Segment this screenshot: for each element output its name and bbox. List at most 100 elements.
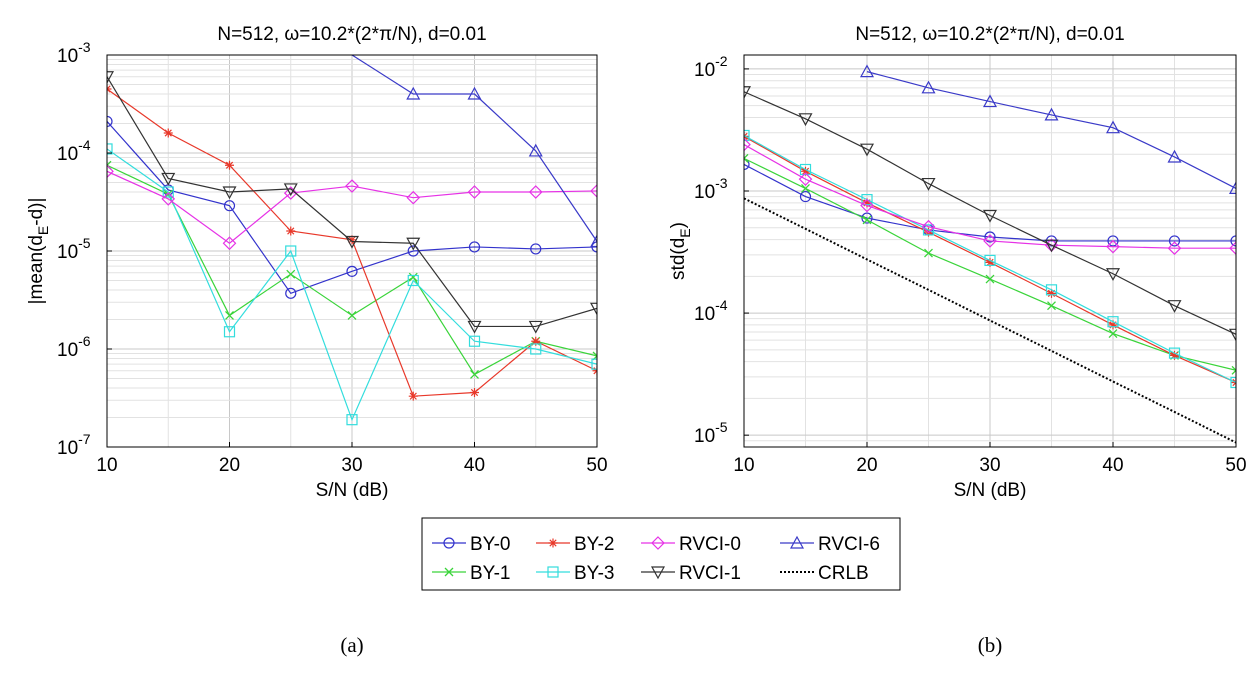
data-point-by-0 bbox=[530, 243, 542, 255]
data-point-by-2 bbox=[163, 128, 173, 138]
series-line-rvci-1 bbox=[744, 91, 1236, 335]
data-point-by-1 bbox=[924, 248, 933, 258]
legend-label: RVCI-6 bbox=[818, 534, 880, 555]
data-point-rvci-1 bbox=[744, 86, 752, 100]
data-point-by-0 bbox=[984, 231, 996, 243]
caption-a: (a) bbox=[340, 633, 363, 657]
legend-swatch-marker bbox=[547, 566, 559, 578]
panel-b-x-ticks: 10 20 30 40 50 bbox=[733, 442, 1247, 476]
legend-item-rvci-1: RVCI-1 bbox=[641, 563, 741, 584]
series-line-rvci-6 bbox=[349, 55, 597, 242]
data-point-by-2 bbox=[1170, 350, 1179, 360]
data-point-by-0 bbox=[1107, 235, 1119, 247]
legend-label: BY-2 bbox=[574, 534, 615, 555]
data-point-by-3 bbox=[1045, 284, 1058, 296]
data-point-by-3 bbox=[468, 335, 481, 347]
data-point-by-3 bbox=[1230, 376, 1236, 389]
data-point-by-2 bbox=[286, 226, 296, 236]
legend-swatch-marker bbox=[444, 567, 454, 577]
data-point-rvci-0 bbox=[161, 192, 176, 206]
data-point-by-1 bbox=[286, 269, 296, 279]
series-line-rvci-6 bbox=[866, 71, 1236, 189]
data-point-rvci-0 bbox=[590, 184, 597, 198]
data-point-by-0 bbox=[861, 212, 873, 224]
panel-b: N=512, ω=10.2*(2*π/N), d=0.01 10 20 30 40 50… bbox=[668, 24, 1247, 501]
series-group bbox=[744, 64, 1236, 444]
legend-label: BY-1 bbox=[470, 563, 511, 584]
data-point-by-3 bbox=[107, 143, 113, 155]
data-point-rvci-1 bbox=[982, 209, 998, 223]
data-point-rvci-0 bbox=[345, 179, 359, 193]
data-point-by-3 bbox=[861, 194, 873, 206]
data-point-rvci-0 bbox=[283, 186, 298, 200]
legend-swatch-marker bbox=[443, 537, 455, 549]
data-point-by-1 bbox=[744, 153, 749, 163]
legend-label: CRLB bbox=[818, 563, 869, 584]
data-point-rvci-0 bbox=[467, 185, 482, 199]
data-point-by-1 bbox=[347, 310, 357, 320]
legend-item-by-2: BY-2 bbox=[536, 534, 615, 555]
panel-a-y-label: |mean(dE-d)| bbox=[26, 198, 51, 305]
data-point-rvci-6 bbox=[406, 86, 421, 100]
data-point-by-0 bbox=[285, 287, 297, 299]
data-point-rvci-0 bbox=[744, 137, 751, 152]
data-point-by-2 bbox=[985, 257, 995, 267]
data-point-by-1 bbox=[985, 274, 995, 284]
data-point-rvci-6 bbox=[1228, 181, 1236, 195]
x-tick-label: 20 bbox=[856, 455, 877, 476]
series-line-crlb bbox=[744, 197, 1236, 444]
x-tick-label: 30 bbox=[341, 455, 362, 476]
data-point-rvci-0 bbox=[1106, 239, 1120, 254]
data-point-by-1 bbox=[862, 215, 872, 225]
x-tick-label: 40 bbox=[1102, 455, 1123, 476]
legend-item-crlb: CRLB bbox=[780, 563, 869, 584]
panel-a-x-ticks: 10 20 30 40 50 bbox=[96, 442, 608, 476]
y-tick-label: 10-7 bbox=[57, 431, 91, 459]
data-point-by-3 bbox=[162, 186, 174, 198]
y-tick-label: 10-4 bbox=[694, 297, 728, 325]
panel-a-x-label: S/N (dB) bbox=[316, 480, 389, 501]
y-tick-label: 10-5 bbox=[57, 235, 91, 263]
data-point-by-3 bbox=[285, 245, 297, 257]
legend-item-rvci-0: RVCI-0 bbox=[641, 534, 741, 555]
data-point-rvci-1 bbox=[161, 172, 176, 186]
panel-b-y-label: std(dE) bbox=[668, 222, 693, 280]
y-tick-label: 10-3 bbox=[57, 39, 91, 67]
data-point-by-3 bbox=[744, 129, 750, 142]
data-point-by-0 bbox=[468, 241, 481, 253]
data-point-rvci-1 bbox=[1167, 300, 1182, 313]
y-tick-label: 10-6 bbox=[57, 333, 91, 361]
data-point-rvci-0 bbox=[222, 236, 237, 251]
legend-items: BY-0 BY-2 RVCI-0 RVCI-6 BY-1 BY-3 RVCI-1 CRLB bbox=[432, 534, 880, 584]
data-point-by-1 bbox=[1231, 365, 1236, 375]
data-point-rvci-1 bbox=[921, 177, 936, 191]
legend: BY-0 BY-2 RVCI-0 RVCI-6 BY-1 BY-3 RVCI-1 CRLB bbox=[421, 517, 901, 591]
data-point-rvci-1 bbox=[1228, 328, 1236, 342]
data-point-by-2 bbox=[347, 235, 357, 245]
data-point-rvci-6 bbox=[528, 143, 543, 157]
x-tick-label: 10 bbox=[96, 455, 117, 476]
series-line-by-3 bbox=[107, 148, 597, 422]
data-point-by-1 bbox=[470, 369, 479, 379]
data-point-rvci-0 bbox=[107, 164, 114, 179]
data-point-by-2 bbox=[225, 160, 234, 170]
data-point-rvci-1 bbox=[528, 320, 543, 334]
panel-b-y-ticks: 10-5 10-4 10-3 10-2 bbox=[694, 53, 749, 447]
data-point-by-2 bbox=[470, 387, 479, 397]
data-point-rvci-0 bbox=[921, 219, 936, 234]
legend-label: RVCI-0 bbox=[679, 534, 741, 555]
series-line-by-0 bbox=[107, 121, 597, 295]
legend-swatch-marker bbox=[789, 535, 805, 549]
data-point-rvci-1 bbox=[859, 143, 875, 157]
series-line-by-0 bbox=[744, 163, 1236, 242]
data-point-rvci-1 bbox=[589, 302, 597, 316]
x-tick-label: 50 bbox=[1225, 455, 1246, 476]
panel-b-series bbox=[744, 64, 1236, 444]
x-tick-label: 20 bbox=[219, 455, 240, 476]
series-line-rvci-0 bbox=[744, 144, 1236, 249]
data-point-by-1 bbox=[225, 310, 234, 320]
legend-swatch-marker bbox=[651, 536, 665, 550]
caption-b: (b) bbox=[978, 633, 1003, 657]
data-point-rvci-1 bbox=[283, 183, 298, 197]
data-point-by-2 bbox=[862, 198, 872, 208]
